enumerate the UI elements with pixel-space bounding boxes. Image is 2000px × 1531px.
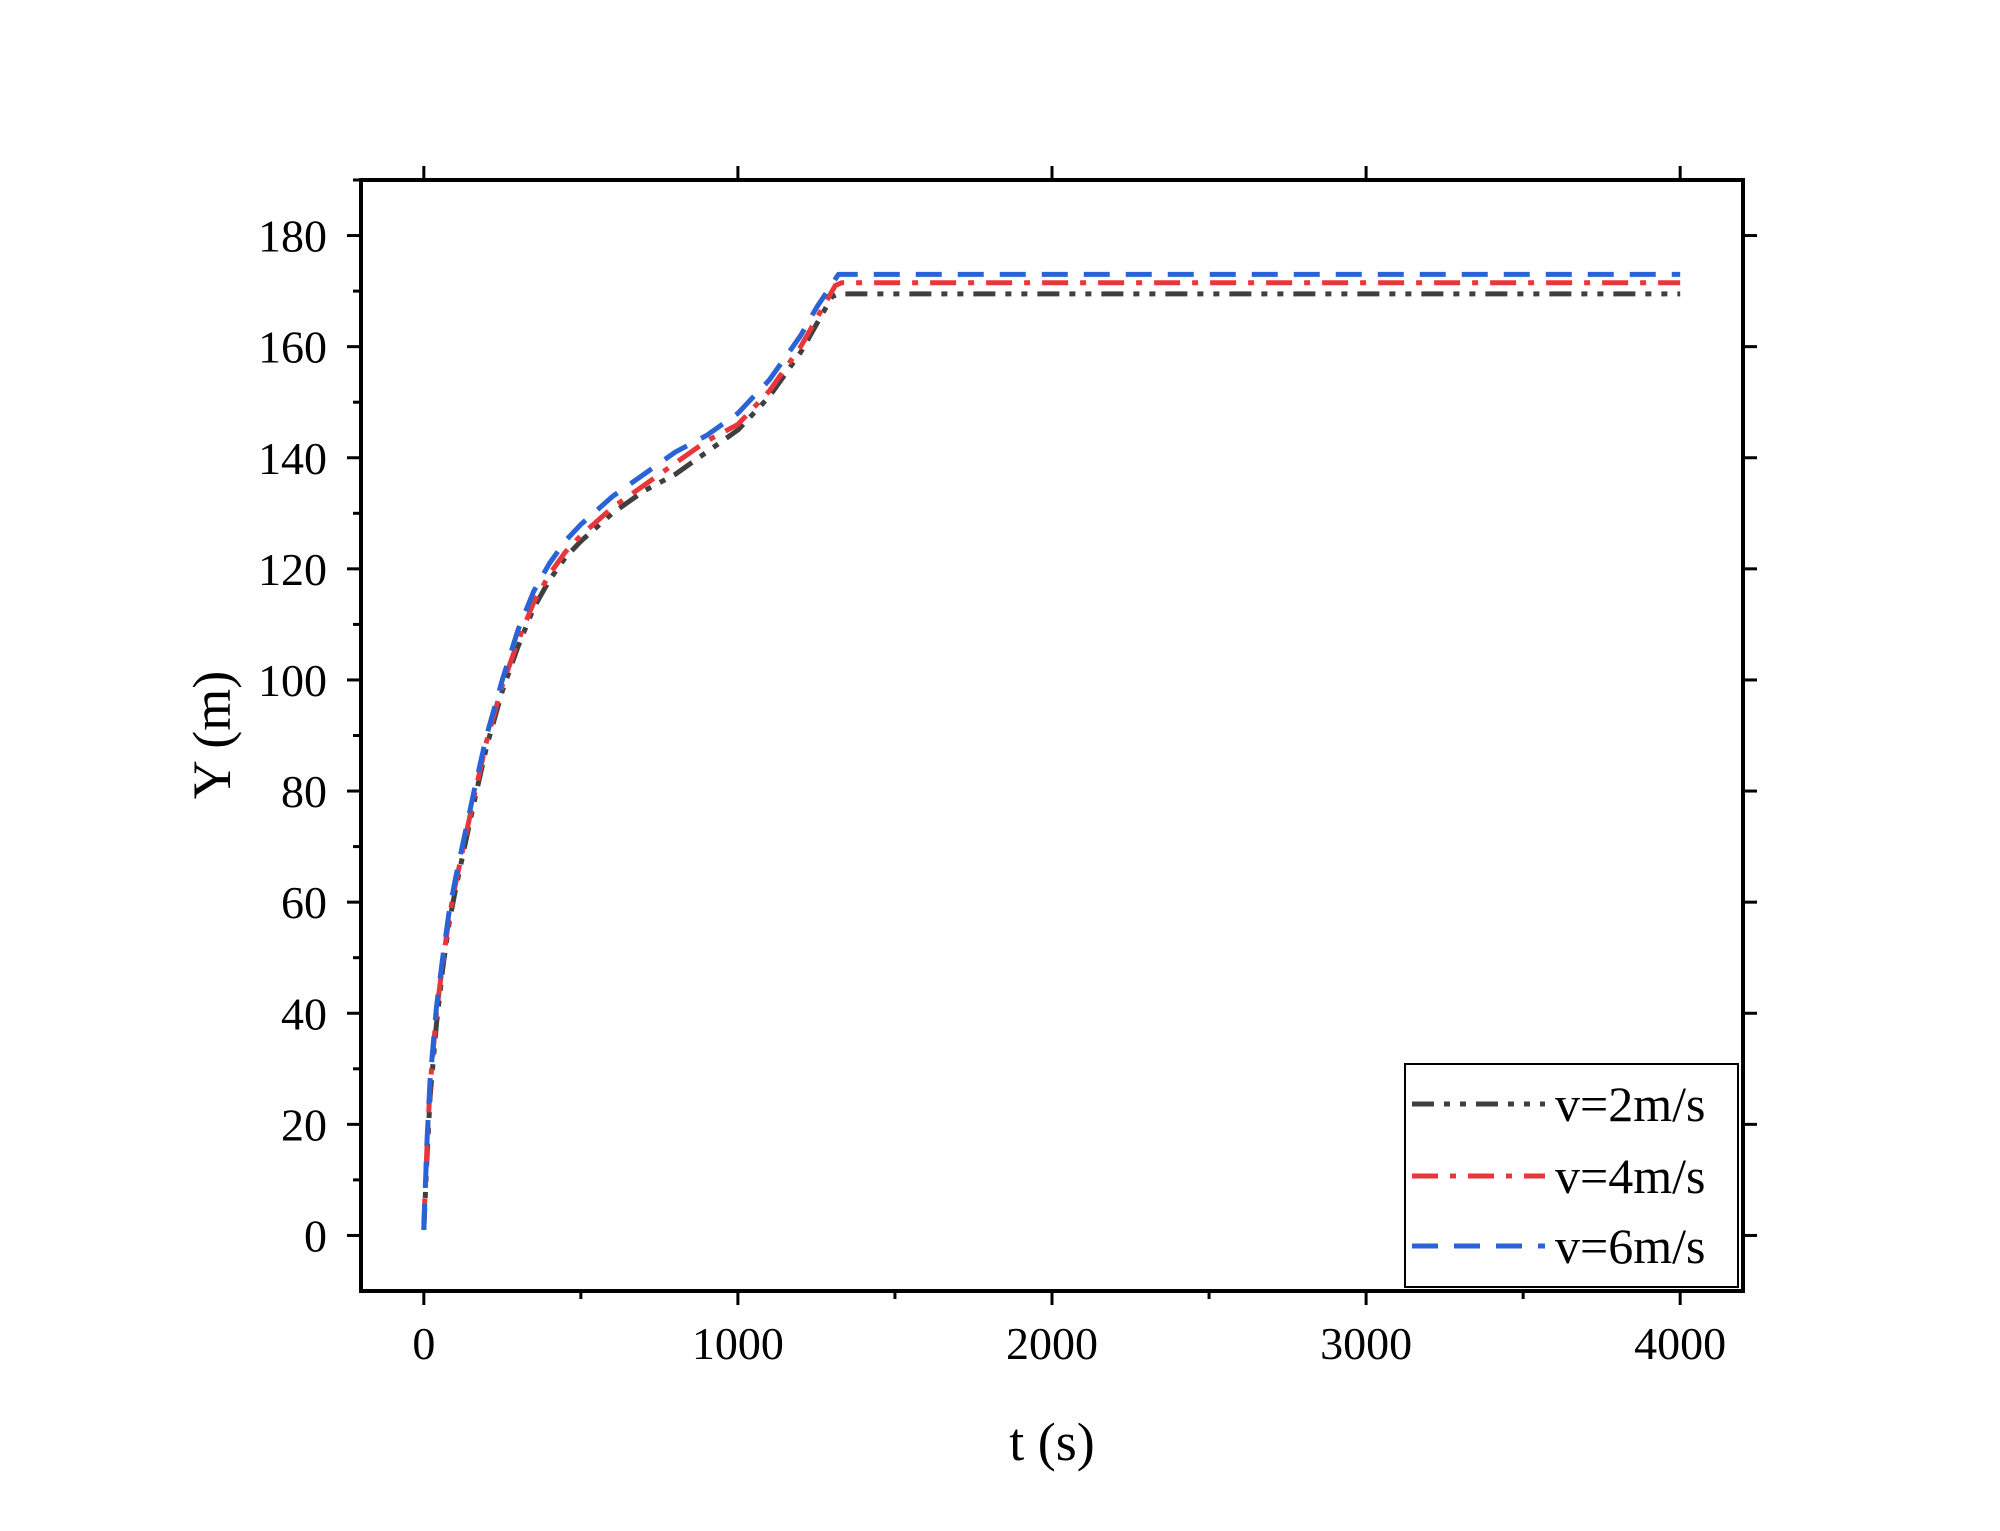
legend-label-2: v=4m/s (1555, 1148, 1705, 1204)
x-axis-title: t (s) (1009, 1412, 1094, 1472)
tick-layer: 0 1000 2000 3000 4000 0 20 40 60 80 100 120 140 160 18… (258, 166, 1757, 1369)
legend-box (1404, 1063, 1739, 1288)
y-tick-label: 60 (281, 877, 327, 928)
y-tick-label: 40 (281, 988, 327, 1039)
legend-label-1: v=2m/s (1555, 1076, 1705, 1132)
series-line-3 (421, 271, 1681, 1230)
y-tick-label: 120 (258, 544, 327, 595)
series-layer (421, 271, 1681, 1231)
y-tick-label: 160 (258, 322, 327, 373)
x-tick-label: 0 (412, 1318, 435, 1369)
y-tick-label: 100 (258, 655, 327, 706)
x-tick-label: 2000 (1006, 1318, 1098, 1369)
y-tick-label: 0 (304, 1210, 327, 1261)
x-tick-label: 1000 (692, 1318, 784, 1369)
y-tick-label: 20 (281, 1099, 327, 1150)
x-tick-label: 4000 (1634, 1318, 1726, 1369)
y-tick-label: 80 (281, 766, 327, 817)
y-tick-label: 140 (258, 433, 327, 484)
y-axis-title: Y (m) (182, 671, 242, 799)
x-tick-label: 3000 (1320, 1318, 1412, 1369)
legend: v=2m/s v=4m/s v=6m/s (1404, 1063, 1739, 1288)
legend-label-3: v=6m/s (1555, 1218, 1705, 1274)
y-tick-label: 180 (258, 211, 327, 262)
